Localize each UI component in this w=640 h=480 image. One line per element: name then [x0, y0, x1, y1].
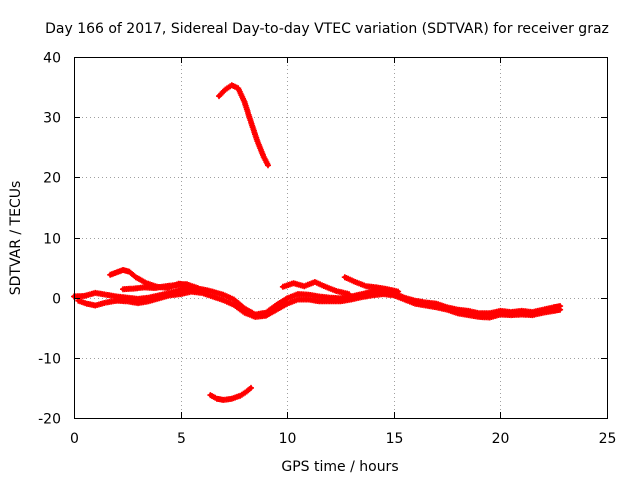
- series-markers: [207, 384, 254, 403]
- x-tick-label: 25: [599, 431, 617, 447]
- chart-title: Day 166 of 2017, Sidereal Day-to-day VTE…: [45, 21, 609, 37]
- series-markers: [341, 274, 402, 295]
- x-tick-label: 5: [177, 431, 186, 447]
- x-tick-label: 15: [386, 431, 404, 447]
- y-tick-label: 10: [43, 232, 61, 248]
- series-hump-12-15h: [341, 274, 402, 295]
- series-markers: [120, 281, 201, 293]
- series-main-trace-b: [75, 288, 564, 321]
- x-tick-label: 0: [70, 431, 79, 447]
- x-tick-label: 10: [279, 431, 297, 447]
- y-tick-label: -20: [38, 412, 61, 428]
- y-tick-label: 30: [43, 111, 61, 127]
- y-axis-label: SDTVAR / TECUs: [8, 181, 24, 296]
- x-tick-label: 20: [492, 431, 510, 447]
- series-lower-arc: [207, 384, 254, 403]
- y-tick-label: 40: [43, 51, 61, 67]
- data-layer: [71, 82, 564, 403]
- series-wiggle-10-13h: [279, 279, 352, 298]
- series-arc-2-5h: [120, 281, 201, 293]
- ticks-layer: 0 5 10 15 20 25 -20 -10 0 10 20 30 40: [38, 51, 616, 448]
- series-markers: [279, 279, 352, 298]
- x-axis-label: GPS time / hours: [281, 459, 398, 475]
- grid-layer: [74, 57, 607, 418]
- series-markers: [75, 288, 564, 321]
- y-tick-label: 0: [52, 292, 61, 308]
- y-tick-label: 20: [43, 171, 61, 187]
- series-markers: [216, 82, 271, 169]
- y-tick-label: -10: [38, 352, 61, 368]
- series-upper-arc: [216, 82, 271, 169]
